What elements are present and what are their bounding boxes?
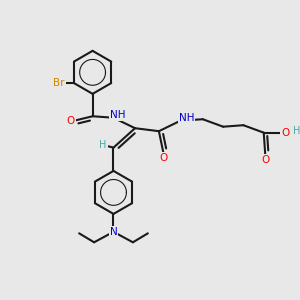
Text: N: N	[110, 227, 117, 237]
Text: Br: Br	[53, 78, 65, 88]
Text: H: H	[99, 140, 107, 150]
Text: O: O	[281, 128, 290, 138]
Text: NH: NH	[178, 113, 194, 123]
Text: O: O	[66, 116, 75, 126]
Text: O: O	[159, 153, 167, 163]
Text: O: O	[261, 155, 269, 165]
Text: H: H	[293, 126, 300, 136]
Text: NH: NH	[110, 110, 126, 120]
